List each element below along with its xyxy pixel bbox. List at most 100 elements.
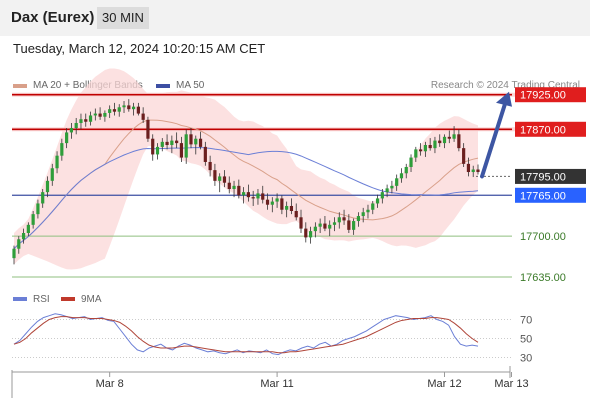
candle-body xyxy=(409,157,413,167)
candle-body xyxy=(12,248,16,259)
instrument-title: Dax (Eurex) xyxy=(11,9,95,26)
candle-body xyxy=(246,192,250,198)
candle-body xyxy=(399,173,404,179)
candle-body xyxy=(84,119,88,122)
level-label-bg-1 xyxy=(515,121,586,137)
candle-body xyxy=(356,216,361,222)
level-label-bg-2 xyxy=(515,168,586,184)
candle-body xyxy=(375,198,380,204)
candle-body xyxy=(213,170,217,181)
candle-body xyxy=(285,205,289,210)
candle-body xyxy=(395,178,399,186)
candle-body xyxy=(294,211,298,218)
candle-body xyxy=(160,141,164,147)
candle-body xyxy=(203,146,207,162)
rsi-ma-line xyxy=(13,316,479,354)
candle-body xyxy=(242,192,246,196)
candle-body xyxy=(462,148,466,164)
candle-body xyxy=(69,128,74,133)
candle-body xyxy=(404,167,408,174)
level-label-3: 17765.00 xyxy=(520,190,566,202)
candle-body xyxy=(179,143,184,158)
rsi-ma-legend-swatch xyxy=(61,297,75,301)
candle-body xyxy=(131,106,136,110)
candle-body xyxy=(55,155,59,169)
candle-body xyxy=(218,176,222,181)
candle-body xyxy=(471,169,475,173)
candle-body xyxy=(452,134,456,139)
candle-body xyxy=(17,239,21,249)
candle-body xyxy=(26,224,30,233)
candle-body xyxy=(261,193,265,200)
level-label-1: 17870.00 xyxy=(520,124,566,136)
candle-body xyxy=(227,182,231,189)
level-label-bg-3 xyxy=(515,187,586,203)
level-label-2: 17795.00 xyxy=(520,171,566,183)
candle-body xyxy=(122,105,126,108)
candle-body xyxy=(433,140,437,149)
candle-body xyxy=(60,143,64,156)
candle-body xyxy=(385,188,389,193)
candle-body xyxy=(428,145,432,149)
candle-body xyxy=(457,134,461,149)
level-label-bg-0 xyxy=(515,87,586,103)
candle-body xyxy=(342,217,346,221)
candle-body xyxy=(21,233,26,240)
candle-body xyxy=(237,185,241,196)
candle-body xyxy=(175,140,179,144)
chart-header: Dax (Eurex) 30 MIN xyxy=(0,0,590,36)
candle-body xyxy=(323,223,327,229)
candle-body xyxy=(74,123,78,129)
candle-body xyxy=(189,134,193,145)
rsi-legend-label: RSI xyxy=(33,294,50,305)
candle-body xyxy=(65,132,69,144)
candle-body xyxy=(337,217,341,223)
candle-body xyxy=(165,141,169,145)
candle-body xyxy=(328,224,332,229)
ma50-line xyxy=(13,147,479,250)
candle-body xyxy=(308,231,313,238)
candle-body xyxy=(332,222,337,225)
candle-body xyxy=(184,134,188,158)
candle-body xyxy=(418,149,423,152)
candle-body xyxy=(414,149,418,158)
candle-body xyxy=(50,168,54,181)
candle-body xyxy=(371,203,375,210)
candle-body xyxy=(112,109,117,112)
timeframe-button[interactable]: 30 MIN xyxy=(97,7,149,29)
candle-body xyxy=(141,113,145,120)
candle-body xyxy=(170,140,174,145)
candle-body xyxy=(476,169,480,173)
candle-body xyxy=(251,197,255,199)
projection-arrow-line xyxy=(480,98,508,179)
rsi-tick-label-0: 70 xyxy=(520,315,532,327)
candle-body xyxy=(304,228,308,238)
candle-body xyxy=(280,198,284,210)
projection-arrow-head xyxy=(496,91,512,107)
rsi-ma-legend-label: 9MA xyxy=(81,294,102,305)
candle-body xyxy=(442,136,447,144)
x-tick-label-3: Mar 13 xyxy=(494,378,528,390)
candle-body xyxy=(98,113,102,117)
candle-body xyxy=(155,146,160,155)
rsi-tick-label-1: 50 xyxy=(520,334,532,346)
rsi-tick-label-2: 30 xyxy=(520,353,532,365)
level-label-4: 17700.00 xyxy=(520,231,566,243)
chart-datetime: Tuesday, March 12, 2024 10:20:15 AM CET xyxy=(13,41,266,56)
candle-body xyxy=(447,136,451,139)
candle-body xyxy=(108,109,112,113)
candle-body xyxy=(318,223,322,227)
x-tick-label-2: Mar 12 xyxy=(427,378,461,390)
candle-body xyxy=(151,138,155,155)
candle-body xyxy=(265,199,270,205)
candle-body xyxy=(347,220,351,230)
candle-body xyxy=(41,192,45,204)
candle-body xyxy=(198,138,203,147)
rsi-line xyxy=(13,313,479,356)
rsi-legend-swatch xyxy=(13,297,27,301)
candle-body xyxy=(79,119,83,123)
candle-body xyxy=(466,163,471,173)
candle-body xyxy=(232,185,236,189)
level-label-5: 17635.00 xyxy=(520,272,566,284)
